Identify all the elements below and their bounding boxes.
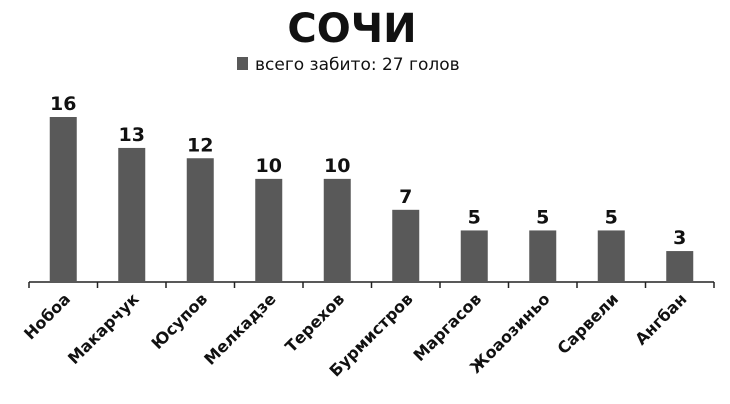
legend-swatch xyxy=(237,57,248,70)
data-label: 3 xyxy=(673,227,686,249)
data-label: 12 xyxy=(187,134,213,156)
legend-label: всего забито: 27 голов xyxy=(255,55,460,75)
data-label: 5 xyxy=(536,206,549,228)
data-label: 10 xyxy=(324,155,350,177)
bar xyxy=(460,230,488,282)
bar xyxy=(323,178,351,282)
bar xyxy=(49,117,77,282)
data-label: 13 xyxy=(119,124,145,146)
data-label: 10 xyxy=(256,155,282,177)
data-label: 5 xyxy=(468,206,481,228)
bar xyxy=(255,178,283,282)
bar xyxy=(186,158,214,282)
bar xyxy=(666,251,694,282)
bar xyxy=(392,209,420,282)
chart-title: СОЧИ xyxy=(287,6,416,52)
bar xyxy=(118,147,146,282)
bar xyxy=(529,230,557,282)
data-label: 7 xyxy=(399,186,412,208)
bar xyxy=(597,230,625,282)
data-label: 16 xyxy=(50,93,76,115)
data-label: 5 xyxy=(605,206,618,228)
